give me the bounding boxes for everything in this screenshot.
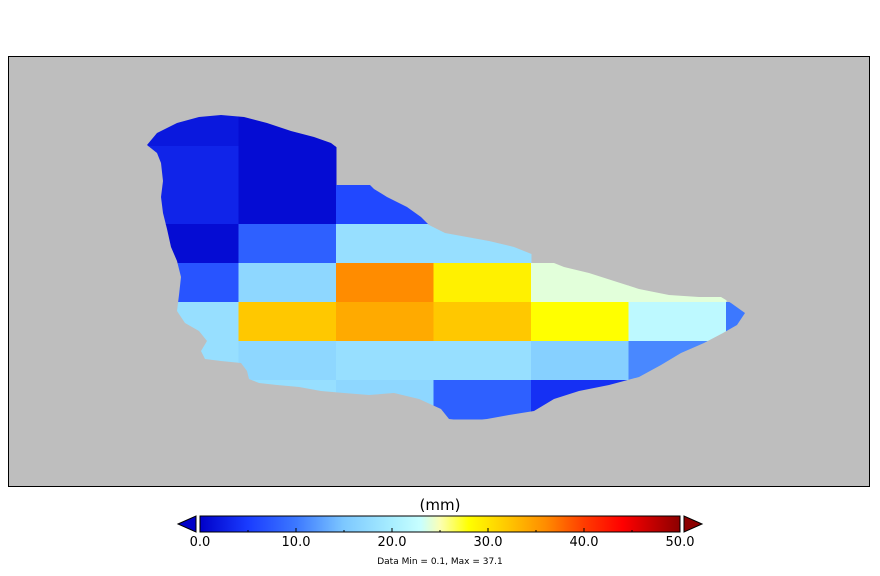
grid-cell: [336, 263, 434, 303]
grid-cell: [147, 341, 239, 381]
grid-cell: [726, 302, 745, 342]
colorbar-tick-label: 20.0: [377, 535, 407, 550]
grid-cell: [336, 224, 434, 264]
grid-cell: [628, 302, 727, 342]
grid-cell: [238, 302, 337, 342]
grid-cell: [531, 263, 629, 303]
colorbar-over-arrow: [683, 515, 704, 533]
grid-cell: [531, 341, 629, 381]
grid-cell: [531, 302, 629, 342]
grid-cell: [238, 341, 337, 381]
colorbar-tick-label: 10.0: [281, 535, 311, 550]
grid-cell: [147, 302, 239, 342]
grid-cell: [433, 380, 532, 420]
grid-cell: [147, 146, 239, 186]
grid-cell: [238, 185, 337, 225]
grid-cell: [433, 224, 532, 264]
grid-cell: [238, 115, 337, 147]
grid-cell: [336, 341, 434, 381]
data-range-note: Data Min = 0.1, Max = 37.1: [377, 557, 503, 567]
colorbar: [176, 515, 704, 533]
grid-cell: [147, 224, 239, 264]
map-frame: [8, 56, 870, 487]
colorbar-tick-label: 30.0: [473, 535, 503, 550]
grid-cell: [147, 115, 239, 147]
grid-cell: [147, 263, 239, 303]
colorbar-tick-label: 50.0: [665, 535, 695, 550]
grid-cell: [433, 263, 532, 303]
grid-cell: [628, 263, 727, 303]
colorbar-unit-label: (mm): [419, 496, 461, 514]
grid-cell: [238, 380, 337, 420]
grid-cell: [147, 185, 239, 225]
grid-cell: [336, 380, 434, 420]
grid-cell: [336, 302, 434, 342]
grid-cell: [628, 341, 727, 381]
grid-cell: [238, 224, 337, 264]
grid-cell: [336, 185, 434, 225]
grid-cell: [238, 146, 337, 186]
colorbar-gradient: [199, 515, 681, 533]
precipitation-map: [147, 115, 745, 420]
grid-cell: [433, 302, 532, 342]
grid-cell: [238, 263, 337, 303]
colorbar-under-arrow: [176, 515, 197, 533]
colorbar-tick-label: 40.0: [569, 535, 599, 550]
grid-cell: [433, 341, 532, 381]
colorbar-tick-label: 0.0: [189, 535, 211, 550]
grid-cell: [531, 380, 629, 420]
